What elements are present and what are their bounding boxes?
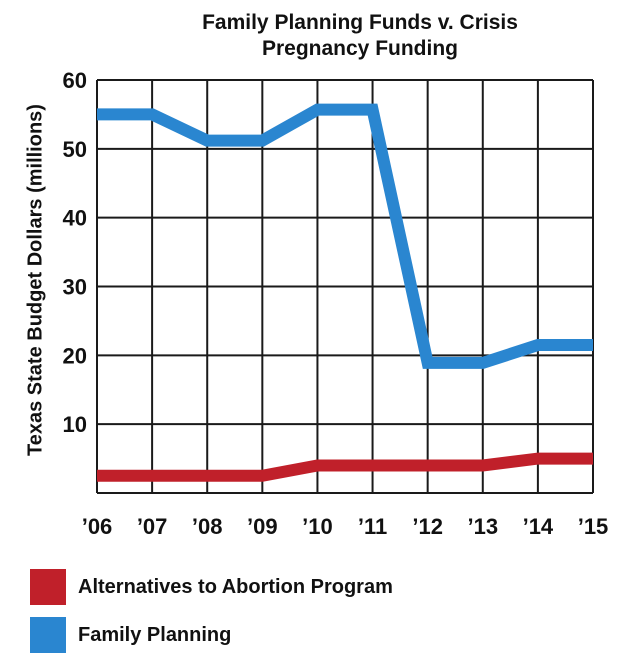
series-line-alternatives [97,452,593,482]
x-tick-label: ’08 [192,514,223,539]
y-tick-label: 60 [63,68,87,93]
grid [96,79,594,494]
x-tick-label: ’13 [467,514,498,539]
legend-label: Family Planning [78,623,232,646]
x-tick-label: ’06 [82,514,113,539]
y-tick-label: 40 [63,206,87,231]
y-tick-label: 10 [63,412,87,437]
legend-item-family-planning: Family Planning [30,616,393,654]
legend-label: Alternatives to Abortion Program [78,575,393,598]
tick-labels: 10 20 30 40 50 60 ’06 ’07 ’08 ’09 ’10 ’11 ’12 ’13 ’14 ’… [63,68,609,539]
y-tick-label: 20 [63,343,87,368]
legend-item-alternatives: Alternatives to Abortion Program [30,568,393,606]
y-tick-label: 30 [63,275,87,300]
x-tick-label: ’15 [578,514,609,539]
series-line-family-planning [97,103,593,369]
legend-swatch-red [30,569,66,605]
x-tick-label: ’10 [302,514,333,539]
legend: Alternatives to Abortion Program Family … [30,568,393,664]
chart-title: Family Planning Funds v. Crisis Pregnanc… [150,10,570,62]
x-tick-label: ’07 [137,514,168,539]
x-tick-label: ’11 [358,514,387,539]
chart-title-line-2: Pregnancy Funding [261,37,458,60]
chart-title-line-1: Family Planning Funds v. Crisis [202,11,518,34]
x-tick-label: ’12 [412,514,443,539]
legend-swatch-blue [30,617,66,653]
y-tick-label: 50 [63,137,87,162]
x-tick-label: ’09 [247,514,278,539]
x-tick-label: ’14 [523,514,554,539]
series-lines [97,103,593,482]
